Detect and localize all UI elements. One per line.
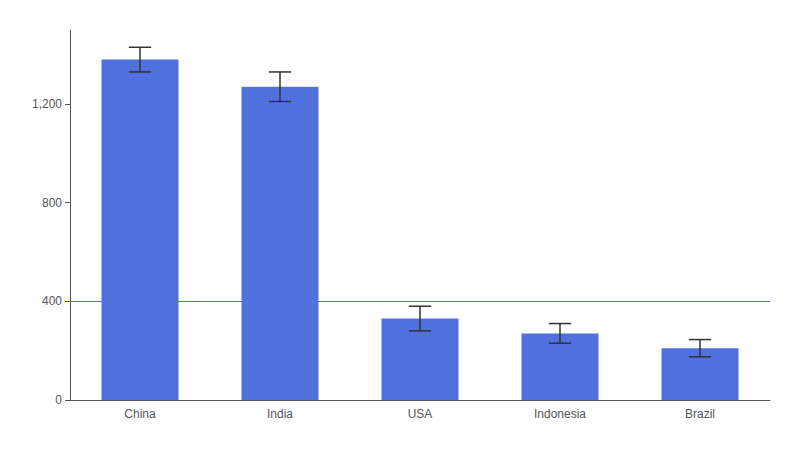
svg-text:Indonesia: Indonesia	[534, 407, 586, 421]
svg-text:800: 800	[42, 196, 62, 210]
svg-text:USA: USA	[408, 407, 433, 421]
svg-text:Brazil: Brazil	[685, 407, 715, 421]
svg-text:400: 400	[42, 294, 62, 308]
svg-text:India: India	[267, 407, 293, 421]
svg-text:1,200: 1,200	[32, 97, 62, 111]
svg-text:China: China	[124, 407, 156, 421]
svg-text:0: 0	[55, 393, 62, 407]
